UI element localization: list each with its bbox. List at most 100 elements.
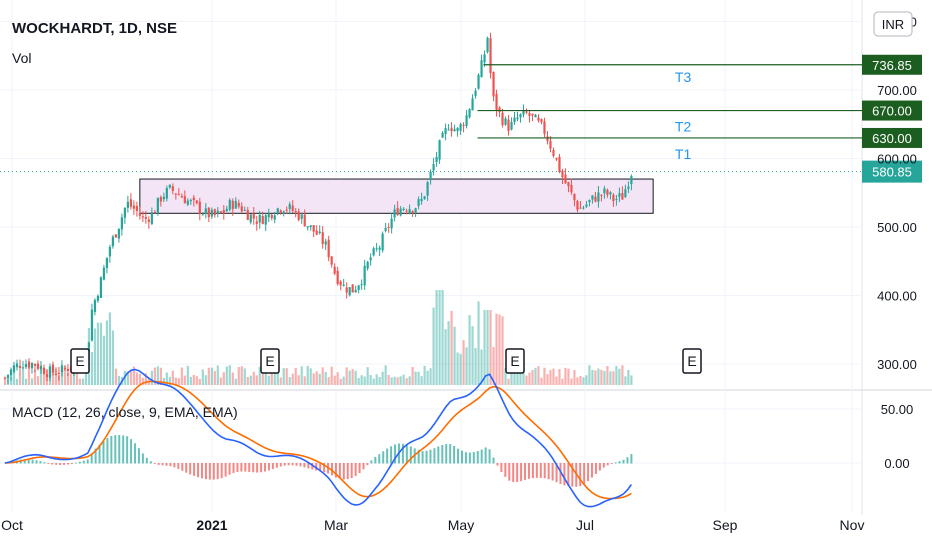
candle-body[interactable] bbox=[66, 368, 70, 372]
candle-body[interactable] bbox=[42, 367, 46, 374]
candle-body[interactable] bbox=[195, 200, 198, 204]
candle-body[interactable] bbox=[450, 127, 453, 132]
candle-body[interactable] bbox=[384, 228, 387, 231]
candle-body[interactable] bbox=[480, 60, 483, 78]
candle-body[interactable] bbox=[453, 129, 456, 132]
candle-body[interactable] bbox=[372, 248, 375, 256]
candle-body[interactable] bbox=[102, 267, 106, 280]
candle-body[interactable] bbox=[582, 207, 585, 209]
candle-body[interactable] bbox=[495, 93, 498, 110]
candle-body[interactable] bbox=[321, 232, 324, 245]
candle-body[interactable] bbox=[378, 247, 381, 250]
candle-body[interactable] bbox=[444, 128, 447, 135]
candle-body[interactable] bbox=[432, 164, 435, 171]
candle-body[interactable] bbox=[24, 364, 28, 368]
candle-body[interactable] bbox=[258, 214, 261, 223]
candle-body[interactable] bbox=[129, 199, 132, 207]
candle-body[interactable] bbox=[273, 215, 276, 220]
candle-body[interactable] bbox=[531, 113, 534, 116]
earnings-marker[interactable] bbox=[505, 348, 525, 374]
candle-body[interactable] bbox=[417, 199, 420, 206]
candle-body[interactable] bbox=[471, 98, 474, 111]
candle-body[interactable] bbox=[57, 372, 61, 374]
candle-body[interactable] bbox=[333, 266, 336, 274]
candle-body[interactable] bbox=[465, 115, 468, 127]
candle-body[interactable] bbox=[177, 194, 180, 196]
candle-body[interactable] bbox=[366, 261, 369, 269]
candle-body[interactable] bbox=[576, 201, 579, 210]
candle-body[interactable] bbox=[36, 363, 40, 369]
candle-body[interactable] bbox=[327, 239, 330, 258]
candle-body[interactable] bbox=[468, 109, 471, 118]
candle-body[interactable] bbox=[168, 184, 171, 188]
candle-body[interactable] bbox=[234, 200, 237, 209]
candle-body[interactable] bbox=[159, 197, 162, 202]
candle-body[interactable] bbox=[414, 208, 417, 213]
candle-body[interactable] bbox=[519, 114, 522, 118]
candle-body[interactable] bbox=[588, 200, 591, 203]
candle-body[interactable] bbox=[291, 205, 294, 211]
candle-body[interactable] bbox=[342, 284, 345, 286]
candle-body[interactable] bbox=[462, 125, 465, 127]
candle-body[interactable] bbox=[21, 367, 25, 369]
candle-body[interactable] bbox=[147, 219, 150, 223]
candle-body[interactable] bbox=[51, 364, 55, 373]
candle-body[interactable] bbox=[369, 257, 372, 261]
candle-body[interactable] bbox=[285, 209, 288, 211]
candle-body[interactable] bbox=[387, 226, 390, 228]
candle-body[interactable] bbox=[54, 373, 58, 375]
earnings-marker[interactable] bbox=[70, 348, 90, 374]
candle-body[interactable] bbox=[237, 202, 240, 207]
candle-body[interactable] bbox=[351, 284, 354, 293]
candle-body[interactable] bbox=[138, 213, 141, 216]
candle-body[interactable] bbox=[96, 295, 100, 301]
candle-body[interactable] bbox=[120, 217, 123, 230]
candle-body[interactable] bbox=[186, 200, 189, 205]
candle-body[interactable] bbox=[330, 256, 333, 265]
candle-body[interactable] bbox=[564, 174, 567, 184]
candle-body[interactable] bbox=[3, 377, 7, 379]
candle-body[interactable] bbox=[210, 209, 213, 217]
volume-legend[interactable]: Vol bbox=[12, 50, 32, 66]
candle-body[interactable] bbox=[591, 195, 594, 200]
candle-body[interactable] bbox=[498, 107, 501, 112]
candle-body[interactable] bbox=[150, 212, 153, 224]
candle-body[interactable] bbox=[543, 121, 546, 134]
candle-body[interactable] bbox=[189, 200, 192, 202]
symbol-legend[interactable]: WOCKHARDT, 1D, NSE bbox=[12, 20, 178, 37]
candle-body[interactable] bbox=[9, 369, 13, 376]
earnings-marker[interactable] bbox=[260, 348, 280, 374]
candle-body[interactable] bbox=[207, 207, 210, 218]
candle-body[interactable] bbox=[441, 132, 444, 138]
candle-body[interactable] bbox=[48, 366, 52, 378]
candle-body[interactable] bbox=[312, 225, 315, 232]
candle-body[interactable] bbox=[585, 204, 588, 207]
candle-body[interactable] bbox=[252, 213, 255, 219]
earnings-marker[interactable] bbox=[682, 348, 702, 374]
candle-body[interactable] bbox=[219, 211, 222, 213]
candle-body[interactable] bbox=[567, 182, 570, 187]
candle-body[interactable] bbox=[435, 156, 438, 163]
candle-body[interactable] bbox=[174, 193, 177, 195]
candle-body[interactable] bbox=[477, 74, 480, 89]
candle-body[interactable] bbox=[408, 209, 411, 214]
candle-body[interactable] bbox=[516, 117, 519, 120]
candle-body[interactable] bbox=[429, 171, 432, 181]
candle-body[interactable] bbox=[513, 117, 516, 123]
candle-body[interactable] bbox=[18, 365, 22, 368]
candle-body[interactable] bbox=[63, 367, 67, 369]
candle-body[interactable] bbox=[228, 199, 231, 210]
candle-body[interactable] bbox=[489, 38, 492, 74]
candle-body[interactable] bbox=[171, 186, 174, 191]
candle-body[interactable] bbox=[570, 184, 573, 193]
candle-body[interactable] bbox=[540, 119, 543, 123]
candle-body[interactable] bbox=[486, 37, 489, 53]
macd-signal-line[interactable] bbox=[4, 380, 632, 500]
candle-body[interactable] bbox=[459, 124, 462, 131]
candle-body[interactable] bbox=[621, 193, 624, 200]
candle-body[interactable] bbox=[561, 170, 564, 178]
candle-body[interactable] bbox=[474, 90, 477, 96]
candle-body[interactable] bbox=[87, 342, 91, 353]
candle-body[interactable] bbox=[246, 210, 249, 221]
